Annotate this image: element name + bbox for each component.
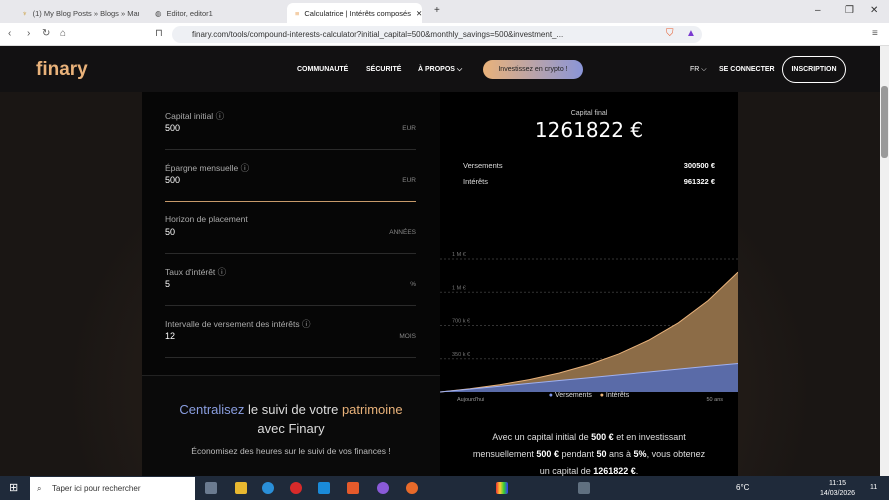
search-icon: ⌕ (37, 483, 42, 493)
capital-final-label: Capital final (570, 110, 608, 117)
y-tick-label: 350 k € (452, 352, 470, 358)
signup-button[interactable]: INSCRIPTION (782, 56, 846, 83)
legend-versements: Versements (554, 392, 592, 399)
marketing-block: Centralisez le suivi de votre patrimoine… (142, 375, 440, 476)
firefox-icon[interactable] (406, 482, 418, 494)
interets-area (440, 272, 738, 392)
maximize-icon[interactable]: ❐ (845, 5, 854, 16)
store-icon[interactable] (205, 482, 217, 494)
y-tick-label: 700 k € (452, 319, 470, 325)
info-icon[interactable]: ⓘ (215, 111, 225, 121)
y-tick-label: 1 M € (452, 285, 466, 291)
growth-chart: 350 k € 700 k € 1 M € 1 M € Aujourd'hui 50 an… (440, 252, 738, 402)
finary-logo[interactable]: finary (36, 59, 88, 80)
edge-icon[interactable] (262, 482, 274, 494)
globe-icon: ◍ (155, 8, 162, 18)
bookmark-icon[interactable]: ⊓ (155, 28, 163, 39)
nav-a-propos[interactable]: À PROPOS ⌵ (418, 66, 463, 73)
skype-icon[interactable] (318, 482, 330, 494)
marketing-subtitle: Économisez des heures sur le suivi de vo… (191, 446, 391, 456)
page-scrollbar[interactable] (880, 46, 889, 476)
y-tick-label: 1 M € (452, 252, 466, 258)
calculator-form: Capital initial ⓘ 500 EUR Épargne mensuell… (142, 92, 440, 375)
versements-row: Versements 300500 € (463, 161, 715, 170)
windows-start-icon[interactable]: ⊞ (9, 482, 19, 494)
close-tab-icon[interactable]: ✕ (415, 8, 422, 18)
marketing-title: Centralisez le suivi de votre patrimoine… (179, 402, 403, 436)
taskbar: ⊞ ⌕ Taper ici pour rechercher 6°C 11:15 14… (0, 476, 889, 500)
x-tick-label: Aujourd'hui (457, 397, 484, 402)
app-icon[interactable] (496, 482, 508, 494)
close-window-icon[interactable]: ✕ (870, 5, 879, 16)
site-nav: finary COMMUNAUTÉ SÉCURITÉ À PROPOS ⌵ In… (0, 46, 880, 92)
finary-favicon-icon: ≡ (295, 8, 300, 18)
back-icon[interactable]: ‹ (8, 28, 12, 39)
menu-icon[interactable]: ≡ (872, 28, 878, 39)
interets-row: Intérêts 961322 € (463, 177, 715, 186)
clock[interactable]: 11:15 14/03/2026 (820, 480, 856, 497)
crypto-button[interactable]: Investissez en crypto ! (483, 60, 583, 79)
finary-page: finary COMMUNAUTÉ SÉCURITÉ À PROPOS ⌵ In… (0, 46, 880, 476)
taskbar-search[interactable]: ⌕ Taper ici pour rechercher (30, 477, 195, 500)
login-link[interactable]: SE CONNECTER (719, 66, 775, 73)
horizon-field[interactable]: Horizon de placement 50 ANNÉES (165, 214, 416, 254)
tab-editor[interactable]: ◍ Editor, editor1 (155, 8, 213, 18)
tab-blog[interactable]: ♆(1) My Blog Posts » Blogs » Marketh (22, 8, 139, 18)
brave-rewards-icon[interactable]: ▲ (686, 28, 696, 39)
new-tab-button[interactable]: + (434, 5, 440, 16)
language-select[interactable]: FR ⌵ (690, 66, 707, 73)
weather[interactable]: 6°C (736, 483, 750, 492)
explorer-icon[interactable] (235, 482, 247, 494)
interets-line (440, 271, 738, 393)
info-icon[interactable]: ⓘ (217, 267, 227, 277)
forward-icon[interactable]: › (27, 28, 31, 39)
url-input[interactable]: finary.com/tools/compound-interests-calc… (172, 26, 702, 43)
opera-icon[interactable] (290, 482, 302, 494)
taux-field[interactable]: Taux d'intérêt ⓘ 5% (165, 266, 416, 306)
result-panel: Capital final 1261822 € Versements 300500… (440, 92, 738, 476)
info-icon[interactable]: ⓘ (302, 319, 311, 329)
home-icon[interactable]: ⌂ (60, 28, 67, 39)
brave-shield-icon[interactable]: ⛉ (666, 28, 674, 39)
minimize-icon[interactable]: – (815, 5, 821, 16)
tab-favicon-icon: ♆ (22, 8, 28, 18)
x-tick-label: 50 ans (706, 397, 723, 402)
calculator-icon[interactable] (578, 482, 590, 494)
tab-bar: ♆(1) My Blog Posts » Blogs » Marketh ◍Ed… (0, 0, 889, 23)
info-icon[interactable]: ⓘ (240, 163, 250, 173)
brave-icon[interactable] (347, 482, 359, 494)
capital-initial-field[interactable]: Capital initial ⓘ 500 EUR (165, 110, 416, 150)
nav-communaute[interactable]: COMMUNAUTÉ (297, 66, 349, 73)
epargne-mensuelle-field[interactable]: Épargne mensuelle ⓘ 500 EUR (165, 162, 416, 202)
reload-icon[interactable]: ↻ (42, 28, 51, 39)
address-bar-row: ‹ › ↻ ⌂ ⊓ finary.com/tools/compound-inte… (0, 23, 889, 46)
intervalle-field[interactable]: Intervalle de versement des intérêts ⓘ 12… (165, 318, 416, 358)
capital-final-value: 1261822 € (534, 118, 644, 142)
versements-line (440, 362, 738, 393)
legend-interets: Intérêts (605, 392, 630, 399)
chart-legend: ● Versements ● Intérêts (548, 392, 630, 399)
tab-calculator[interactable]: ≡ Calculatrice | Intérêts composés ✕ (287, 3, 422, 23)
chevron-down-icon: ⌵ (456, 66, 463, 73)
notification-badge[interactable]: 11 (870, 484, 878, 491)
result-sentence: Avec un capital initial de 500 € et en i… (472, 432, 706, 476)
copilot-icon[interactable] (377, 482, 389, 494)
nav-securite[interactable]: SÉCURITÉ (366, 66, 402, 73)
